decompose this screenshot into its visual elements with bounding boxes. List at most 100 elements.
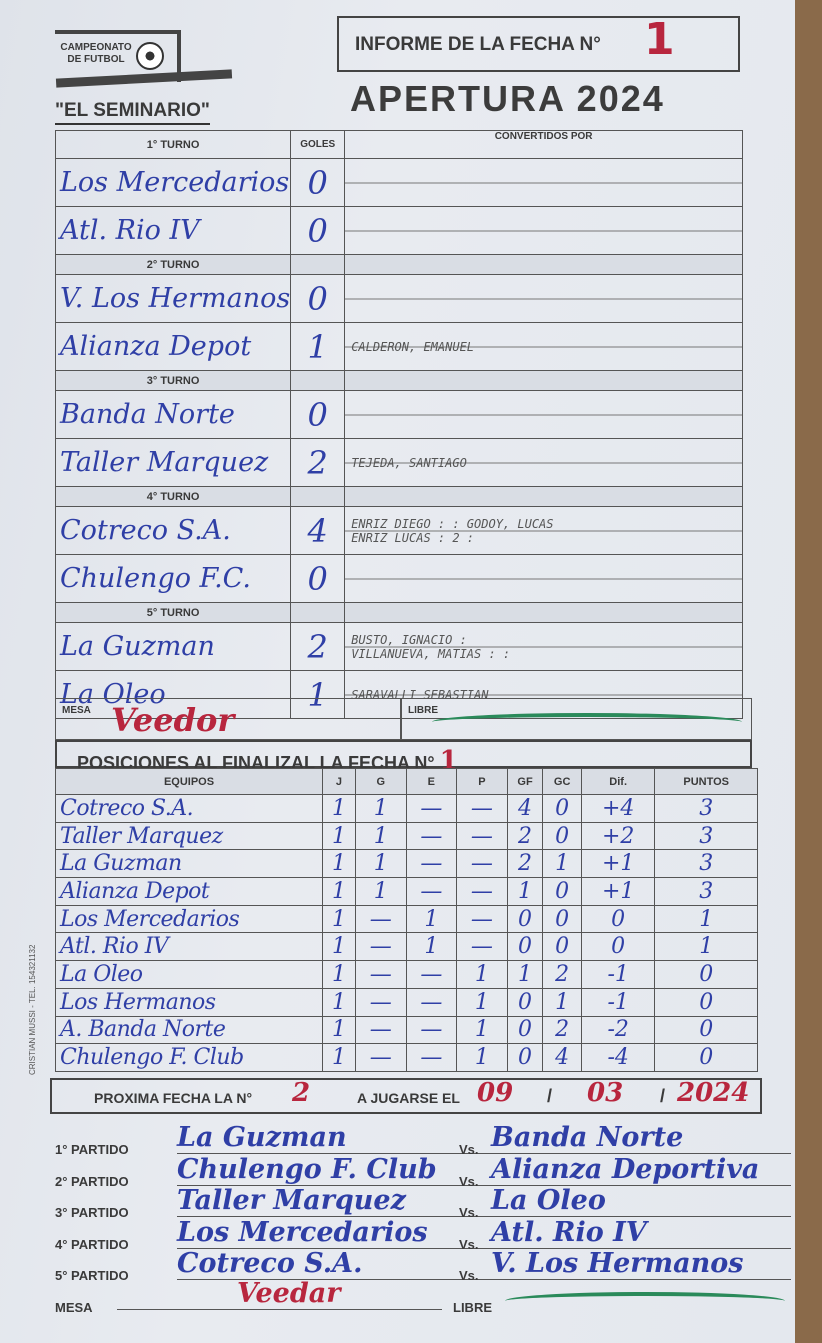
- team-name: Taller Marquez: [54, 438, 292, 487]
- date-sep: /: [547, 1086, 553, 1106]
- next-libre-strikethrough: [505, 1292, 785, 1310]
- column-header: GF: [506, 768, 544, 795]
- standings-cell: 1: [322, 849, 356, 879]
- standings-cell: Los Mercedarios: [55, 904, 323, 934]
- match-label: 2° PARTIDO: [55, 1173, 129, 1189]
- standings-cell: 1: [405, 904, 458, 934]
- column-header: PUNTOS: [654, 768, 758, 795]
- standings-cell: —: [405, 987, 458, 1017]
- informe-label: INFORME DE LA FECHA N°: [355, 34, 601, 55]
- vs-label: Vs.: [459, 1142, 479, 1157]
- column-header: Dif.: [580, 768, 656, 795]
- next-fecha-number: 2: [292, 1078, 311, 1108]
- result-row: Los Mercedarios 0: [54, 158, 743, 207]
- standings-cell: —: [456, 821, 508, 851]
- team-name: La Oleo: [54, 670, 292, 719]
- team-name: V. Los Hermanos: [54, 274, 292, 323]
- column-header: EQUIPOS: [55, 768, 323, 795]
- goals: 2: [290, 622, 346, 671]
- scorers-line: ENRIZ LUCAS : 2 :: [351, 530, 475, 545]
- standings-cell: Taller Marquez: [55, 821, 323, 851]
- results-table: 1° TURNO GOLES CONVERTIDOS POR Los Mercedar…: [54, 130, 743, 719]
- fecha-number: 1: [644, 14, 675, 65]
- date-day: 09: [477, 1078, 514, 1108]
- team-name: Atl. Rio IV: [54, 206, 292, 255]
- goals: 1: [290, 322, 346, 371]
- standings-cell: 1: [542, 849, 582, 879]
- match-label: 1° PARTIDO: [55, 1142, 129, 1157]
- standings-cell: -4: [580, 1043, 656, 1072]
- result-row: Alianza Depot 1 CALDERON, EMANUEL: [54, 322, 743, 371]
- standings-cell: 0: [654, 987, 758, 1017]
- result-row: Banda Norte 0: [54, 390, 743, 439]
- standings-cell: +4: [580, 794, 656, 823]
- standings-cell: 1: [322, 821, 356, 851]
- standings-title: POSICIONES AL FINALIZAL LA FECHA N° 1: [55, 740, 752, 776]
- soccer-ball-icon: [136, 42, 164, 70]
- result-row: Cotreco S.A. 4 ENRIZ DIEGO : : GODOY, LUCA…: [54, 506, 743, 555]
- standings-cell: 1: [456, 960, 508, 989]
- standings-cell: 1: [542, 987, 582, 1017]
- standings-row: Los Hermanos 1— —1 0 1 -1 0: [55, 987, 758, 1017]
- standings-cell: 0: [542, 904, 582, 934]
- vs-label: Vs.: [459, 1205, 479, 1220]
- turno-label: 3° TURNO: [54, 370, 292, 391]
- standings-cell: —: [456, 794, 508, 823]
- standings-cell: Chulengo F. Club: [55, 1043, 323, 1072]
- standings-cell: —: [354, 987, 407, 1017]
- scorers-line: BUSTO, IGNACIO :: [351, 632, 467, 647]
- home-team: La Guzman: [177, 1122, 507, 1154]
- standings-cell: Los Hermanos: [55, 987, 323, 1017]
- match-label: 5° PARTIDO: [55, 1268, 129, 1283]
- standings-row: Alianza Depot 1 1— —1 0 +1 3: [55, 877, 758, 906]
- scorers-line: TEJEDA, SANTIAGO: [351, 455, 467, 470]
- goals: 0: [290, 158, 346, 207]
- standings-cell: 3: [654, 849, 758, 879]
- league-name: "EL SEMINARIO": [55, 100, 210, 125]
- convertidos-header: CONVERTIDOS POR: [344, 130, 743, 159]
- standings-row: La Guzman 1 1— —2 1 +1 3: [55, 849, 758, 879]
- turno-label: 4° TURNO: [54, 486, 292, 507]
- standings-cell: —: [456, 877, 508, 906]
- tournament-title: APERTURA 2024: [350, 78, 665, 119]
- next-mesa-row: MESA Veedar LIBRE: [55, 1278, 785, 1322]
- standings-cell: 1: [506, 960, 544, 989]
- standings-cell: 0: [542, 821, 582, 851]
- standings-cell: 0: [506, 987, 544, 1017]
- standings-cell: 1: [654, 932, 758, 962]
- standings-cell: —: [405, 1015, 458, 1045]
- standings-cell: 0: [506, 904, 544, 934]
- column-header: J: [322, 768, 356, 795]
- standings-table: EQUIPOS J G E P GF GC Dif. PUNTOS Cotreco S.A. 1 1—…: [55, 768, 758, 1072]
- team-name: Banda Norte: [54, 390, 292, 439]
- standings-cell: 1: [322, 1043, 356, 1072]
- away-team: V. Los Hermanos: [491, 1248, 791, 1280]
- next-mesa-value: Veedar: [117, 1278, 442, 1310]
- standings-cell: —: [405, 960, 458, 989]
- goals: 0: [290, 554, 346, 603]
- next-match-row: 1° PARTIDO La Guzman Vs. Banda Norte: [55, 1122, 791, 1164]
- logo-line1: CAMPEONATO: [60, 42, 132, 53]
- standings-cell: 0: [654, 1043, 758, 1072]
- date-sep: /: [660, 1086, 666, 1106]
- scorers: TEJEDA, SANTIAGO: [344, 438, 743, 487]
- standings-cell: —: [405, 794, 458, 823]
- standings-cell: 3: [654, 877, 758, 906]
- standings-cell: 1: [456, 1043, 508, 1072]
- home-team: Los Mercedarios: [177, 1217, 507, 1249]
- standings-cell: —: [405, 849, 458, 879]
- standings-cell: 0: [542, 877, 582, 906]
- standings-cell: 1: [456, 987, 508, 1017]
- score-sheet: CAMPEONATO DE FUTBOL "EL SEMINARIO" INFOR…: [0, 0, 795, 1343]
- standings-cell: 1: [405, 932, 458, 962]
- standings-cell: 0: [542, 794, 582, 823]
- standings-cell: —: [354, 904, 407, 934]
- next-match-row: 5° PARTIDO Cotreco S.A. Vs. V. Los Hermanos: [55, 1248, 791, 1290]
- home-team: Taller Marquez: [177, 1185, 507, 1217]
- logo-frame: [55, 30, 181, 82]
- team-name: Chulengo F.C.: [54, 554, 292, 603]
- column-header: GC: [542, 768, 582, 795]
- mesa-value: Veedor: [111, 701, 235, 739]
- standings-cell: —: [456, 904, 508, 934]
- next-match-row: 2° PARTIDO Chulengo F. Club Vs. Alianza Dep…: [55, 1154, 791, 1196]
